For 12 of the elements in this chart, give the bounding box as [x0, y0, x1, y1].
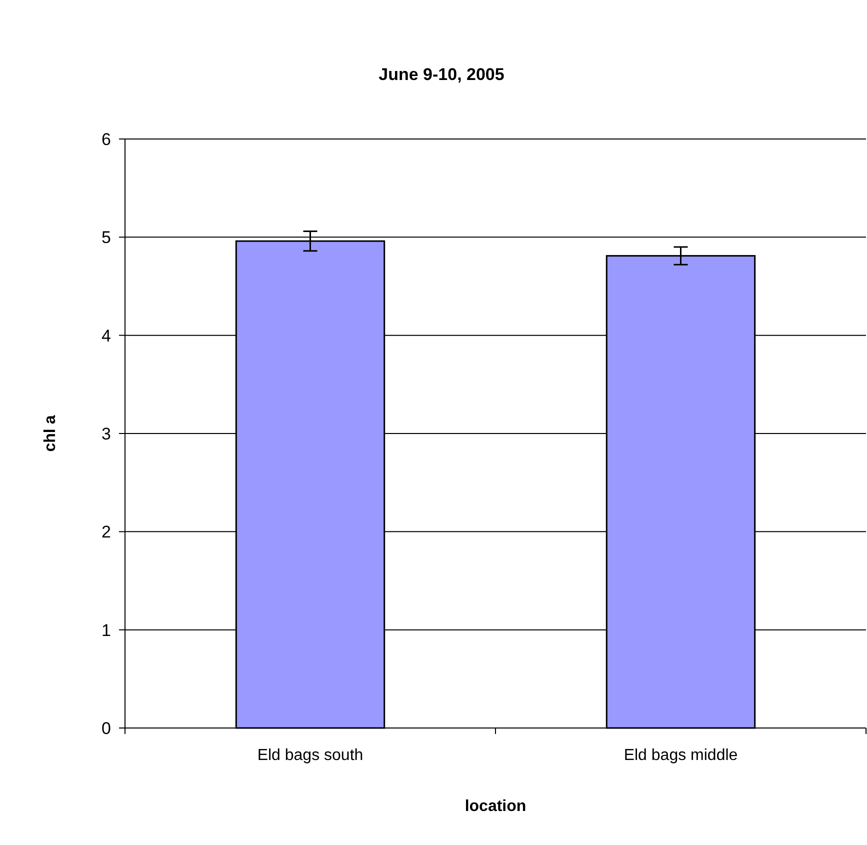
- x-tick-label: Eld bags middle: [624, 747, 738, 764]
- y-tick-label: 4: [102, 326, 111, 346]
- y-tick-label: 5: [102, 228, 111, 248]
- y-tick-label: 1: [102, 620, 111, 640]
- y-tick-label: 6: [102, 130, 111, 149]
- chart-title: June 9-10, 2005: [378, 65, 504, 84]
- y-tick-label: 0: [102, 718, 111, 738]
- x-axis-title: location: [464, 798, 526, 815]
- y-tick-label: 3: [102, 424, 111, 444]
- y-tick-label: 2: [102, 522, 111, 542]
- y-axis-title: chl a: [42, 415, 59, 452]
- x-tick-label: Eld bags south: [257, 747, 364, 764]
